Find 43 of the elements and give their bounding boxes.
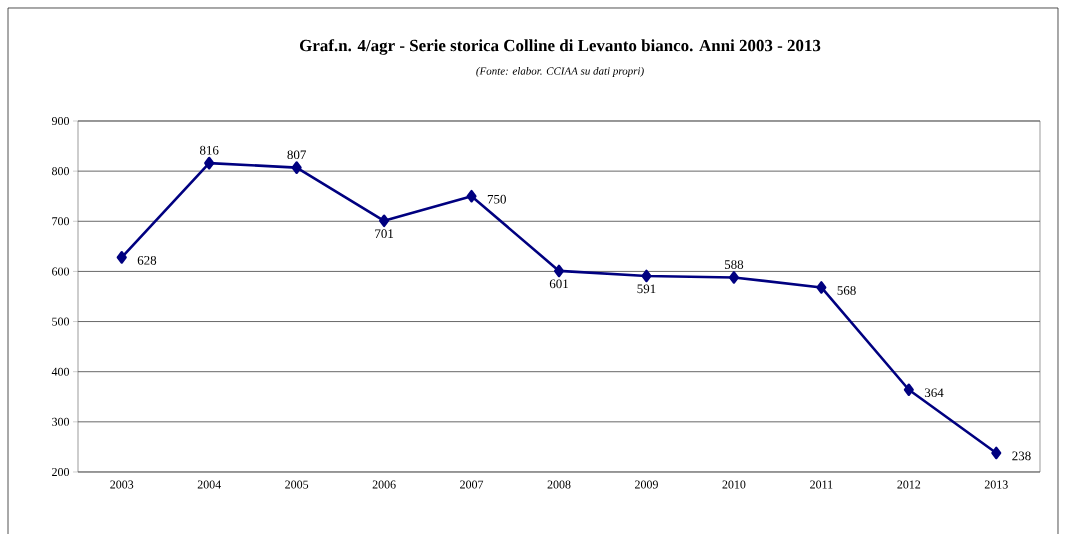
x-tick-label: 2004 [197, 480, 221, 489]
point [903, 383, 914, 397]
y-tick-label: 800 [52, 167, 70, 176]
point [466, 189, 477, 203]
chart-title: Graf.n. 4/agr - Serie storica Colline di Levanto bianco. Anni 2003 - 2013 [299, 39, 821, 55]
chart-subtitle: (Fonte: elabor. CCIAA su dati propri) [476, 67, 644, 77]
x-tick-label: 2012 [897, 480, 921, 489]
point [204, 156, 215, 170]
point [553, 264, 565, 278]
data-label: 591 [637, 284, 656, 294]
y-tick-label: 600 [52, 267, 70, 276]
x-tick-label: 2008 [547, 480, 571, 489]
point [816, 281, 827, 294]
data-label: 701 [375, 229, 394, 239]
point [728, 271, 739, 284]
data-label: 807 [287, 150, 306, 160]
y-tick-label: 300 [52, 417, 70, 426]
data-label: 816 [199, 145, 219, 155]
point [116, 251, 127, 264]
point [379, 214, 390, 228]
y-tick-label: 700 [52, 217, 70, 226]
x-tick-label: 2003 [110, 480, 134, 489]
data-label: 238 [1012, 451, 1031, 461]
data-label: 601 [549, 279, 568, 289]
y-tick-label: 900 [51, 116, 70, 126]
data-label: 588 [724, 260, 744, 269]
y-tick-label: 400 [51, 367, 70, 376]
data-label: 568 [837, 286, 856, 295]
point [291, 161, 302, 174]
data-label: 628 [137, 256, 157, 265]
x-tick-label: 2006 [372, 480, 396, 489]
x-tick-label: 2013 [984, 480, 1008, 489]
point [641, 269, 652, 283]
x-tick-label: 2007 [460, 480, 484, 489]
x-tick-label: 2009 [635, 480, 658, 489]
y-tick-label: 200 [52, 467, 70, 477]
point [991, 446, 1002, 460]
data-label: 750 [487, 194, 506, 204]
x-tick-label: 2005 [285, 480, 309, 489]
x-tick-label: 2011 [810, 480, 833, 489]
x-tick-label: 2010 [722, 480, 746, 489]
data-label: 364 [924, 388, 944, 398]
y-tick-label: 500 [52, 317, 70, 326]
